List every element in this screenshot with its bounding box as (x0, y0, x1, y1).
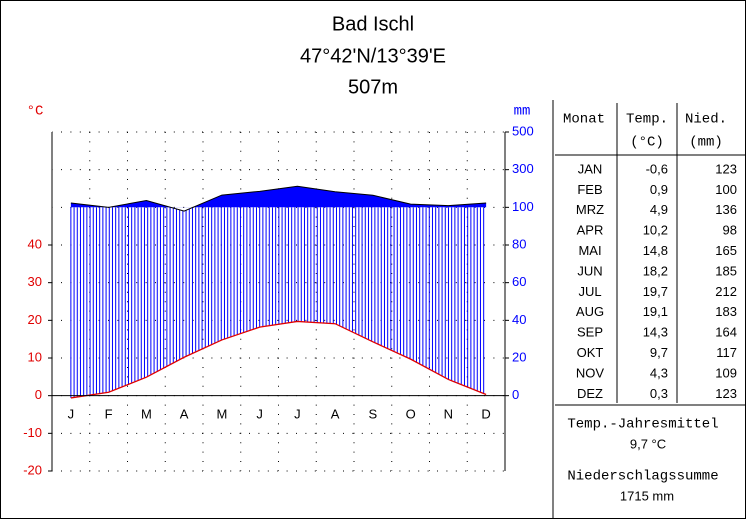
y2-tick-label: 40 (512, 312, 526, 327)
annual-mean-label: Temp.-Jahresmittel (567, 417, 718, 433)
y2-axis-label: mm (514, 104, 531, 120)
table-month: SEP (577, 325, 603, 340)
chart-subtitle: 47°42'N/13°39'E (300, 45, 446, 67)
precip-sum-label: Niederschlagssumme (567, 469, 718, 485)
y2-tick-label: 60 (512, 274, 526, 289)
y-axis-label: °C (27, 104, 44, 120)
x-tick-label: D (481, 406, 490, 421)
table-temp: -0,6 (646, 161, 668, 176)
table-month: DEZ (577, 386, 603, 401)
x-tick-label: A (331, 406, 340, 421)
table-precip: 165 (715, 243, 737, 258)
x-tick-label: S (369, 406, 378, 421)
table-temp: 14,3 (643, 325, 668, 340)
table-temp: 4,3 (650, 365, 668, 380)
table-month: NOV (576, 365, 605, 380)
table-header: Monat (563, 112, 605, 128)
table-precip: 109 (715, 365, 737, 380)
table-precip: 136 (715, 202, 737, 217)
table-precip: 123 (715, 386, 737, 401)
y-tick-label: 0 (35, 387, 42, 402)
table-month: MAI (578, 243, 601, 258)
table-temp: 14,8 (643, 243, 668, 258)
y2-tick-label: 300 (512, 161, 534, 176)
table-header: Nied. (685, 112, 727, 128)
table-month: AUG (576, 304, 604, 319)
y2-tick-label: 500 (512, 123, 534, 138)
x-tick-label: O (406, 406, 416, 421)
chart-title: Bad Ischl (332, 13, 414, 35)
y-tick-label: -20 (23, 462, 42, 477)
table-precip: 98 (723, 223, 737, 238)
y-tick-label: 10 (28, 349, 42, 364)
table-precip: 123 (715, 161, 737, 176)
table-month: FEB (577, 182, 602, 197)
x-tick-label: M (141, 406, 152, 421)
table-header: (°C) (630, 135, 664, 151)
table-month: JAN (578, 161, 603, 176)
y-tick-label: 40 (28, 236, 42, 251)
table-header: (mm) (689, 135, 723, 151)
y2-tick-label: 100 (512, 199, 534, 214)
elevation: 507m (348, 76, 398, 98)
table-precip: 212 (715, 284, 737, 299)
x-tick-label: J (256, 406, 263, 421)
y2-tick-label: 80 (512, 236, 526, 251)
y-tick-label: -10 (23, 425, 42, 440)
table-precip: 185 (715, 263, 737, 278)
y-tick-label: 30 (28, 274, 42, 289)
table-month: JUL (578, 284, 601, 299)
table-temp: 9,7 (650, 345, 668, 360)
y-tick-label: 20 (28, 312, 42, 327)
table-precip: 117 (716, 345, 737, 360)
table-month: OKT (577, 345, 604, 360)
table-month: MRZ (576, 202, 604, 217)
table-month: APR (577, 223, 604, 238)
x-tick-label: J (68, 406, 75, 421)
table-precip: 100 (715, 182, 737, 197)
table-precip: 164 (715, 325, 737, 340)
table-header: Temp. (626, 112, 668, 128)
table-temp: 19,7 (643, 284, 668, 299)
table-temp: 0,9 (650, 182, 668, 197)
annual-mean: 9,7 °C (630, 436, 666, 451)
x-tick-label: N (444, 406, 453, 421)
x-tick-label: J (294, 406, 301, 421)
x-tick-label: F (105, 406, 113, 421)
precip-sum: 1715 mm (620, 488, 674, 503)
table-month: JUN (577, 263, 602, 278)
table-temp: 10,2 (643, 223, 668, 238)
table-temp: 18,2 (643, 263, 668, 278)
precip-fill (70, 186, 487, 208)
table-temp: 0,3 (650, 386, 668, 401)
table-temp: 4,9 (650, 202, 668, 217)
table-precip: 183 (715, 304, 737, 319)
y2-tick-label: 20 (512, 349, 526, 364)
y2-tick-label: 0 (512, 387, 519, 402)
temp-line (70, 320, 487, 399)
precip-line (70, 185, 487, 212)
x-tick-label: A (180, 406, 189, 421)
table-temp: 19,1 (643, 304, 668, 319)
x-tick-label: M (216, 406, 227, 421)
